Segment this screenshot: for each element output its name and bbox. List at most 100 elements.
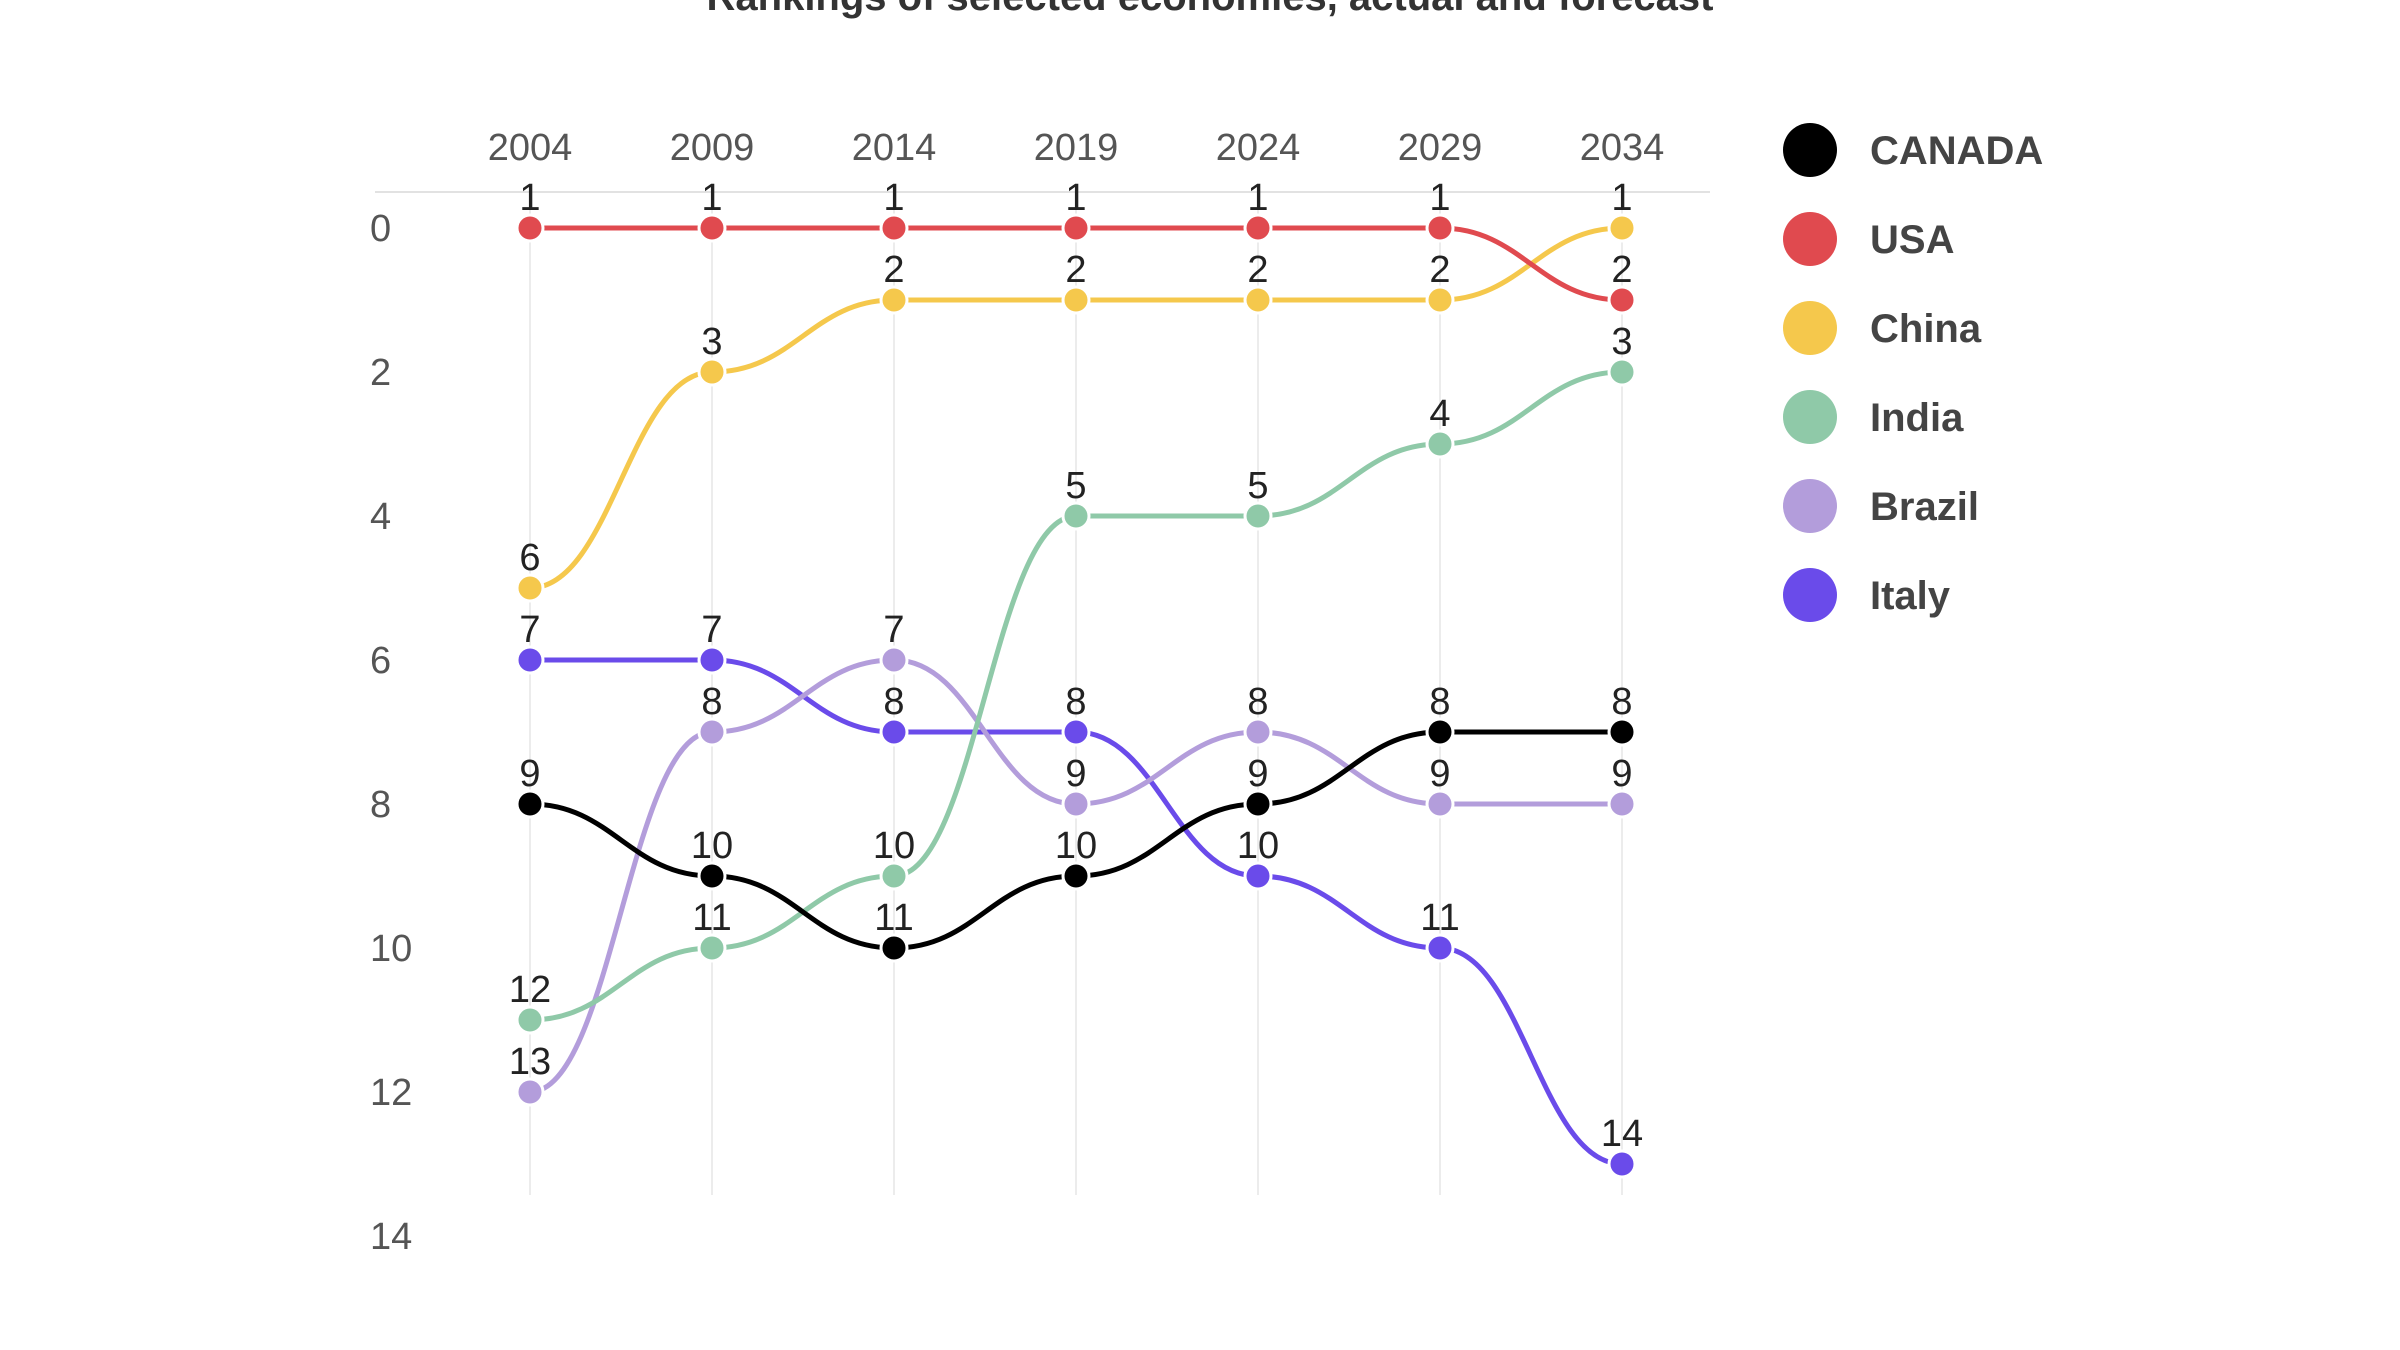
- x-tick-label: 2029: [1398, 127, 1483, 169]
- legend-label-italy: Italy: [1870, 574, 1951, 618]
- data-label-china: 2: [883, 249, 904, 291]
- data-label-india: 10: [873, 825, 915, 867]
- data-point-canada: [1243, 789, 1273, 819]
- data-point-canada: [515, 789, 545, 819]
- data-point-canada: [879, 933, 909, 963]
- data-point-india: [515, 1005, 545, 1035]
- data-point-italy: [515, 645, 545, 675]
- data-label-brazil: 13: [509, 1041, 551, 1083]
- legend-label-india: India: [1870, 396, 1964, 440]
- data-label-usa: 1: [1429, 177, 1450, 219]
- data-label-canada: 9: [519, 753, 540, 795]
- y-tick-label: 12: [370, 1072, 412, 1114]
- data-label-usa: 1: [701, 177, 722, 219]
- y-tick-label: 2: [370, 352, 391, 394]
- x-tick-label: 2014: [852, 127, 937, 169]
- data-label-india: 4: [1429, 393, 1450, 435]
- y-tick-label: 4: [370, 496, 391, 538]
- legend-swatch-brazil: [1783, 479, 1837, 533]
- data-label-usa: 1: [883, 177, 904, 219]
- data-point-india: [697, 933, 727, 963]
- y-tick-label: 0: [370, 208, 391, 250]
- legend-swatch-canada: [1783, 123, 1837, 177]
- data-label-china: 1: [1611, 177, 1632, 219]
- data-label-italy: 8: [883, 681, 904, 723]
- data-label-china: 2: [1429, 249, 1450, 291]
- legend-swatch-china: [1783, 301, 1837, 355]
- data-point-brazil: [1243, 717, 1273, 747]
- y-tick-label: 6: [370, 640, 391, 682]
- data-label-italy: 7: [701, 609, 722, 651]
- data-label-india: 12: [509, 969, 551, 1011]
- data-point-usa: [1243, 213, 1273, 243]
- data-point-usa: [1061, 213, 1091, 243]
- data-point-italy: [1425, 933, 1455, 963]
- series-points: [515, 213, 1637, 1179]
- data-point-brazil: [879, 645, 909, 675]
- x-tick-label: 2019: [1034, 127, 1119, 169]
- data-point-china: [879, 285, 909, 315]
- data-label-india: 11: [692, 897, 731, 939]
- data-point-china: [697, 357, 727, 387]
- legend-swatch-india: [1783, 390, 1837, 444]
- data-label-canada: 8: [1611, 681, 1632, 723]
- data-point-china: [1243, 285, 1273, 315]
- data-point-china: [1425, 285, 1455, 315]
- data-label-india: 5: [1247, 465, 1268, 507]
- data-label-india: 3: [1611, 321, 1632, 363]
- data-label-india: 5: [1065, 465, 1086, 507]
- data-label-usa: 1: [519, 177, 540, 219]
- data-point-italy: [1607, 1149, 1637, 1179]
- data-point-india: [1243, 501, 1273, 531]
- data-point-canada: [1425, 717, 1455, 747]
- data-label-canada: 8: [1429, 681, 1450, 723]
- data-label-china: 2: [1247, 249, 1268, 291]
- data-point-canada: [1607, 717, 1637, 747]
- data-label-china: 3: [701, 321, 722, 363]
- data-label-canada: 9: [1247, 753, 1268, 795]
- series-line-brazil: [527, 657, 1625, 1095]
- data-label-brazil: 9: [1429, 753, 1450, 795]
- data-point-china: [1607, 213, 1637, 243]
- data-point-italy: [1243, 861, 1273, 891]
- data-point-china: [1061, 285, 1091, 315]
- legend: CANADA USA China India Brazil Italy: [1783, 123, 2043, 622]
- data-label-brazil: 8: [1247, 681, 1268, 723]
- data-point-usa: [515, 213, 545, 243]
- data-point-usa: [1425, 213, 1455, 243]
- data-label-canada: 10: [691, 825, 733, 867]
- y-tick-label: 14: [370, 1216, 412, 1258]
- data-point-china: [515, 573, 545, 603]
- data-label-canada: 10: [1055, 825, 1097, 867]
- x-tick-label: 2009: [670, 127, 755, 169]
- data-label-canada: 11: [874, 897, 913, 939]
- legend-swatch-usa: [1783, 212, 1837, 266]
- data-label-usa: 1: [1247, 177, 1268, 219]
- data-label-china: 6: [519, 537, 540, 579]
- y-tick-label: 10: [370, 928, 412, 970]
- x-tick-label: 2024: [1216, 127, 1301, 169]
- data-point-brazil: [1607, 789, 1637, 819]
- data-label-brazil: 9: [1611, 753, 1632, 795]
- data-point-usa: [879, 213, 909, 243]
- data-label-italy: 7: [519, 609, 540, 651]
- data-point-india: [1425, 429, 1455, 459]
- data-point-usa: [697, 213, 727, 243]
- data-label-brazil: 9: [1065, 753, 1086, 795]
- data-point-india: [1607, 357, 1637, 387]
- data-point-canada: [1061, 861, 1091, 891]
- x-tick-label: 2034: [1580, 127, 1665, 169]
- chart-title: Rankings of selected economies, actual a…: [707, 0, 1714, 19]
- data-point-india: [1061, 501, 1091, 531]
- data-label-brazil: 7: [883, 609, 904, 651]
- x-tick-label: 2004: [488, 127, 573, 169]
- data-point-brazil: [1061, 789, 1091, 819]
- data-point-india: [879, 861, 909, 891]
- data-label-china: 2: [1065, 249, 1086, 291]
- data-label-italy: 11: [1420, 897, 1459, 939]
- legend-label-canada: CANADA: [1870, 129, 2043, 173]
- data-point-canada: [697, 861, 727, 891]
- data-point-brazil: [515, 1077, 545, 1107]
